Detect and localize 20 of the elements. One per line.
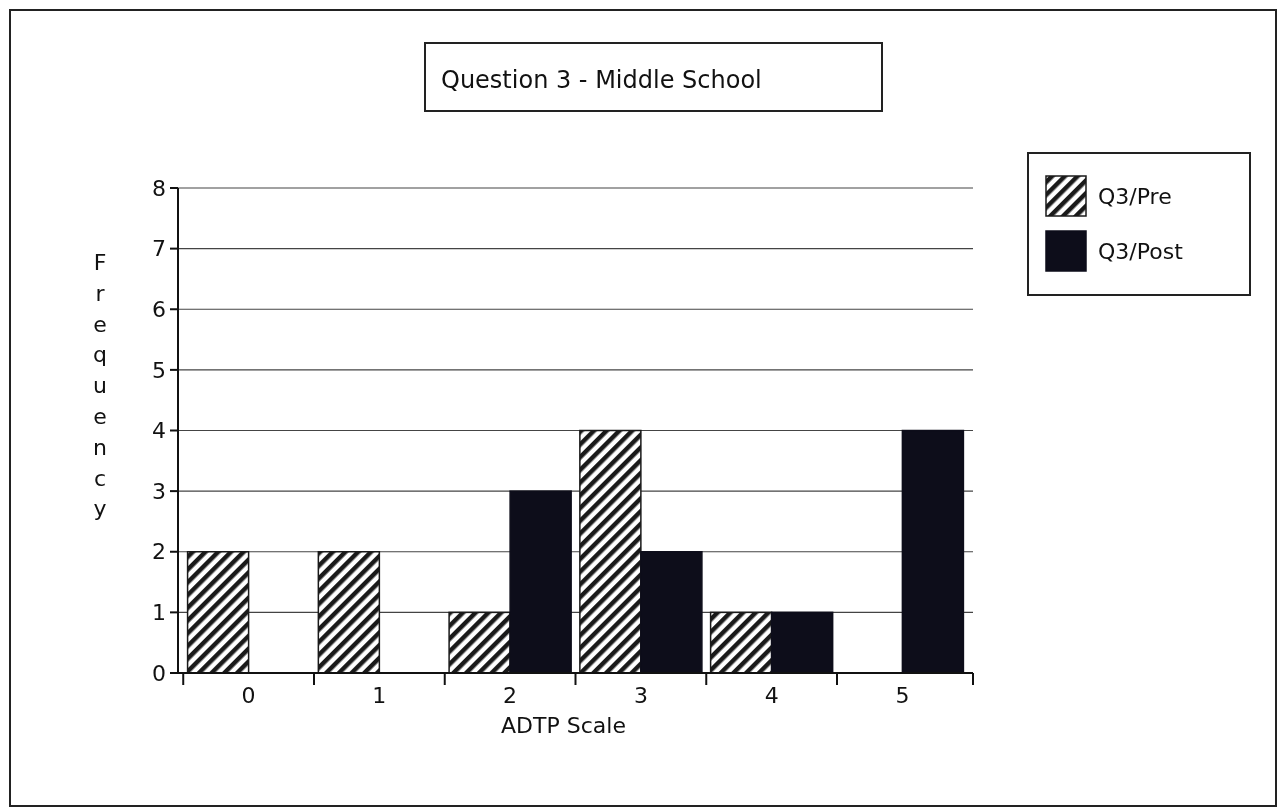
- x-tick-label: 5: [895, 683, 910, 708]
- text: Frequency: [93, 250, 107, 522]
- y-tick-label: 8: [152, 175, 166, 201]
- y-tick-label: 5: [152, 357, 166, 383]
- y-tick-label: 7: [152, 236, 166, 262]
- x-tick-label: 1: [372, 683, 387, 708]
- y-tick-label: 0: [152, 660, 166, 686]
- y-tick-label: 2: [152, 539, 166, 565]
- chart-title: Question 3 - Middle School: [441, 66, 762, 94]
- x-tick-label: 4: [764, 683, 779, 708]
- y-tick-label: 3: [152, 478, 166, 504]
- x-tick-label: 3: [633, 683, 648, 708]
- legend-label: Q3/Pre: [1098, 183, 1172, 209]
- y-tick-label: 6: [152, 296, 166, 322]
- y-tick-label: 1: [152, 600, 166, 626]
- x-tick-label: 0: [241, 683, 256, 708]
- legend-label: Q3/Post: [1098, 238, 1184, 264]
- x-tick-label: 2: [503, 683, 518, 708]
- y-tick-label: 4: [152, 418, 166, 444]
- x-axis-title: ADTP Scale: [501, 713, 626, 738]
